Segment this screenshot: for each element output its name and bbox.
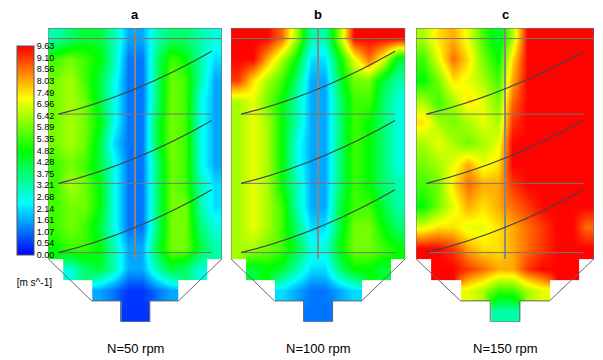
svg-text:0.00: 0.00 bbox=[37, 250, 55, 260]
svg-text:0.54: 0.54 bbox=[37, 238, 55, 248]
svg-text:9.10: 9.10 bbox=[37, 53, 55, 63]
svg-text:5.35: 5.35 bbox=[37, 134, 55, 144]
svg-text:8.03: 8.03 bbox=[37, 76, 55, 86]
svg-text:N=50 rpm: N=50 rpm bbox=[107, 341, 164, 356]
svg-text:9.63: 9.63 bbox=[37, 41, 55, 51]
svg-text:2.14: 2.14 bbox=[37, 204, 55, 214]
svg-text:5.89: 5.89 bbox=[37, 122, 55, 132]
svg-text:4.28: 4.28 bbox=[37, 157, 55, 167]
svg-text:8.56: 8.56 bbox=[37, 64, 55, 74]
svg-text:1.07: 1.07 bbox=[37, 227, 55, 237]
svg-text:a: a bbox=[131, 7, 139, 22]
svg-text:3.75: 3.75 bbox=[37, 169, 55, 179]
svg-text:3.21: 3.21 bbox=[37, 180, 55, 190]
svg-text:N=150 rpm: N=150 rpm bbox=[473, 341, 538, 356]
svg-text:7.49: 7.49 bbox=[37, 88, 55, 98]
svg-text:1.61: 1.61 bbox=[37, 215, 55, 225]
svg-text:4.82: 4.82 bbox=[37, 146, 55, 156]
svg-text:N=100 rpm: N=100 rpm bbox=[286, 341, 351, 356]
svg-text:2.68: 2.68 bbox=[37, 192, 55, 202]
svg-text:b: b bbox=[314, 7, 322, 22]
svg-text:6.96: 6.96 bbox=[37, 99, 55, 109]
svg-text:[m s^-1]: [m s^-1] bbox=[17, 277, 52, 288]
svg-text:c: c bbox=[502, 7, 509, 22]
svg-text:6.42: 6.42 bbox=[37, 111, 55, 121]
